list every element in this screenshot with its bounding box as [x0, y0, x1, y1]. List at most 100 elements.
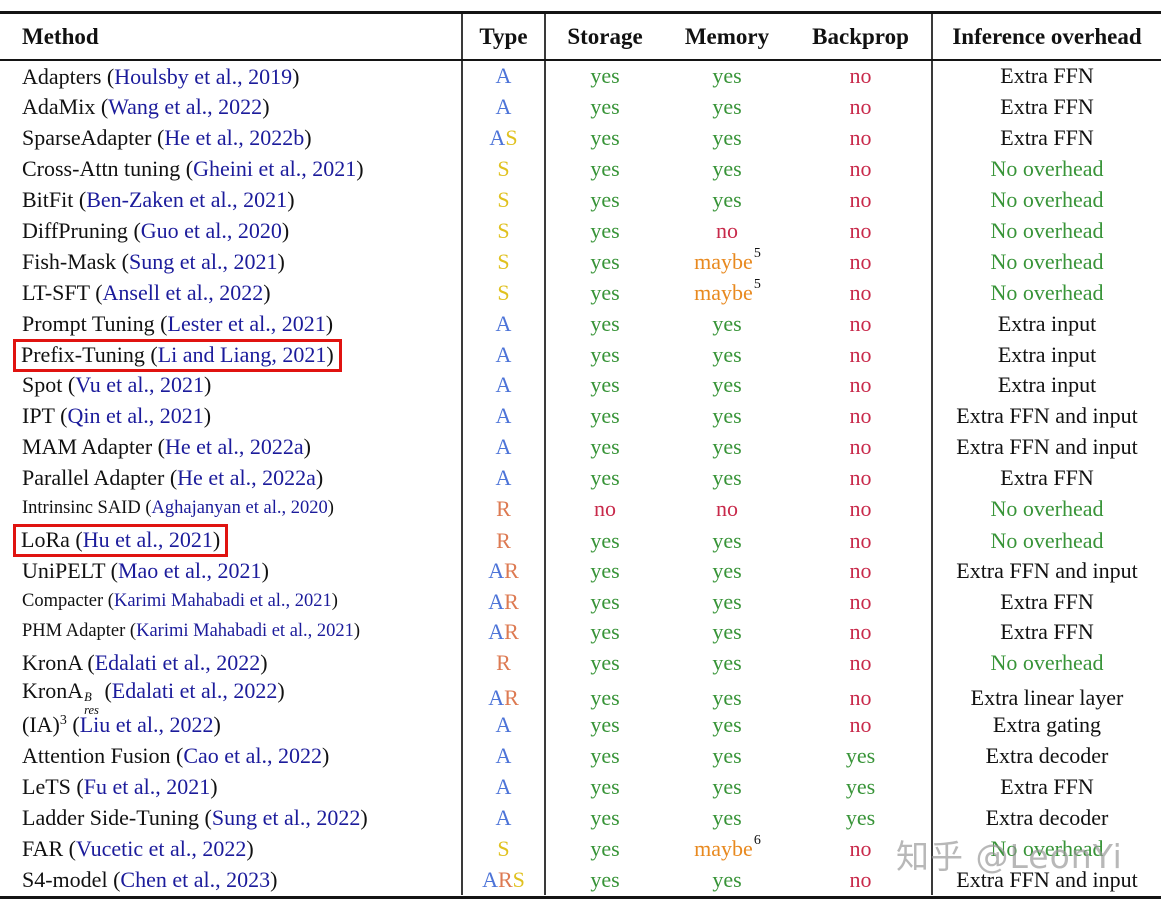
- citation-link[interactable]: Vucetic et al., 2022: [76, 835, 247, 861]
- storage-cell: yes: [546, 586, 664, 617]
- backprop-value: no: [849, 125, 872, 151]
- type-cell: S: [461, 153, 546, 185]
- type-letter-R: R: [504, 588, 519, 614]
- inference-value: No overhead: [990, 527, 1104, 553]
- type-letter-S: S: [497, 187, 510, 212]
- backprop-value: no: [849, 835, 872, 861]
- citation-link[interactable]: Fu et al., 2021: [83, 774, 211, 800]
- backprop-cell: no: [790, 710, 931, 741]
- citation-link[interactable]: Guo et al., 2020: [140, 218, 282, 244]
- method-name: Ladder Side-Tuning: [22, 804, 200, 830]
- inference-cell: Extra linear layer: [931, 678, 1161, 718]
- method-name: SparseAdapter: [22, 125, 152, 151]
- storage-value: yes: [590, 684, 620, 710]
- citation-link[interactable]: He et al., 2022a: [164, 434, 304, 460]
- citation-link[interactable]: Wang et al., 2022: [108, 94, 263, 120]
- citation-link[interactable]: Houlsby et al., 2019: [114, 63, 293, 89]
- storage-value: yes: [590, 619, 620, 645]
- method-name: (IA): [22, 712, 60, 738]
- method-name: Prompt Tuning: [22, 310, 155, 336]
- method-text: S4-model (Chen et al., 2023): [22, 866, 278, 892]
- citation-link[interactable]: Aghajanyan et al., 2020: [151, 497, 328, 518]
- type-cell: R: [461, 524, 546, 558]
- method-name: LT-SFT: [22, 279, 90, 305]
- storage-value: yes: [590, 156, 620, 182]
- backprop-value: no: [849, 866, 872, 892]
- method-cell: Ladder Side-Tuning (Sung et al., 2022): [0, 802, 461, 833]
- citation-link[interactable]: Lester et al., 2021: [167, 310, 326, 336]
- citation-link[interactable]: Sung et al., 2022: [211, 804, 361, 830]
- citation-link[interactable]: He et al., 2022b: [164, 125, 305, 151]
- citation-link[interactable]: Chen et al., 2023: [120, 866, 271, 892]
- type-cell: A: [461, 308, 546, 340]
- citation-link[interactable]: Cao et al., 2022: [183, 743, 323, 769]
- citation-link[interactable]: Karimi Mahabadi et al., 2021: [136, 621, 354, 642]
- inference-cell: Extra FFN: [931, 91, 1161, 123]
- type-letter-A: A: [495, 804, 512, 830]
- citation-link[interactable]: Ben-Zaken et al., 2021: [86, 187, 288, 213]
- inference-cell: Extra FFN: [931, 771, 1161, 803]
- method-subscript: res: [84, 702, 99, 717]
- backprop-cell: no: [790, 648, 931, 679]
- type-letter-S: S: [497, 279, 510, 305]
- method-cell: LoRa (Hu et al., 2021): [0, 524, 461, 558]
- memory-cell: yes: [664, 463, 790, 494]
- citation-link[interactable]: Edalati et al., 2022: [111, 677, 278, 703]
- type-letter-A: A: [495, 310, 512, 336]
- method-name: IPT: [22, 403, 55, 429]
- citation-link[interactable]: He et al., 2022a: [177, 465, 316, 491]
- method-name: BitFit: [22, 187, 74, 213]
- storage-value: no: [594, 495, 616, 521]
- citation-link[interactable]: Mao et al., 2021: [117, 557, 262, 583]
- citation-link[interactable]: Sung et al., 2021: [128, 248, 278, 274]
- citation-link[interactable]: Ansell et al., 2022: [102, 279, 264, 305]
- method-cell: Compacter (Karimi Mahabadi et al., 2021): [0, 586, 461, 617]
- storage-cell: yes: [546, 370, 664, 401]
- storage-value: yes: [590, 743, 620, 769]
- citation-link[interactable]: Gheini et al., 2021: [193, 156, 357, 182]
- storage-value: yes: [590, 557, 620, 583]
- inference-value: Extra input: [997, 372, 1097, 398]
- backprop-value: yes: [845, 773, 876, 799]
- memory-value: maybe: [694, 279, 753, 305]
- citation-link[interactable]: Vu et al., 2021: [75, 372, 205, 398]
- method-name: FAR: [22, 835, 64, 861]
- citation-link[interactable]: Hu et al., 2021: [82, 527, 213, 553]
- type-letter-A: A: [488, 557, 505, 583]
- method-cell: Adapters (Houlsby et al., 2019): [0, 61, 461, 92]
- storage-cell: yes: [546, 802, 664, 833]
- storage-cell: yes: [546, 679, 664, 717]
- storage-value: yes: [590, 835, 620, 861]
- inference-value: Extra decoder: [985, 804, 1109, 830]
- type-cell: A: [461, 462, 546, 494]
- citation-link[interactable]: Liu et al., 2022: [79, 712, 214, 738]
- type-cell: S: [461, 833, 546, 865]
- backprop-cell: no: [790, 123, 931, 154]
- method-name: Parallel Adapter: [22, 465, 165, 491]
- inference-cell: No overhead: [931, 833, 1161, 865]
- type-letter-A: A: [495, 465, 512, 491]
- type-letter-A: A: [495, 743, 512, 769]
- type-cell: A: [461, 802, 546, 834]
- type-letter-A: A: [495, 773, 512, 799]
- storage-value: yes: [590, 217, 620, 243]
- storage-cell: yes: [546, 277, 664, 308]
- method-cell: S4-model (Chen et al., 2023): [0, 864, 461, 895]
- inference-cell: Extra FFN: [931, 462, 1161, 494]
- citation-link[interactable]: Edalati et al., 2022: [94, 650, 261, 676]
- type-letter-A: A: [495, 63, 512, 89]
- citation-link[interactable]: Li and Liang, 2021: [157, 342, 327, 368]
- memory-value: yes: [712, 372, 742, 398]
- method-name: LeTS: [22, 774, 71, 800]
- citation-link[interactable]: Qin et al., 2021: [67, 403, 204, 429]
- backprop-cell: yes: [790, 741, 931, 772]
- method-name: Spot: [22, 372, 63, 398]
- citation-link[interactable]: Karimi Mahabadi et al., 2021: [113, 590, 332, 611]
- backprop-value: no: [849, 342, 872, 368]
- backprop-cell: no: [790, 586, 931, 617]
